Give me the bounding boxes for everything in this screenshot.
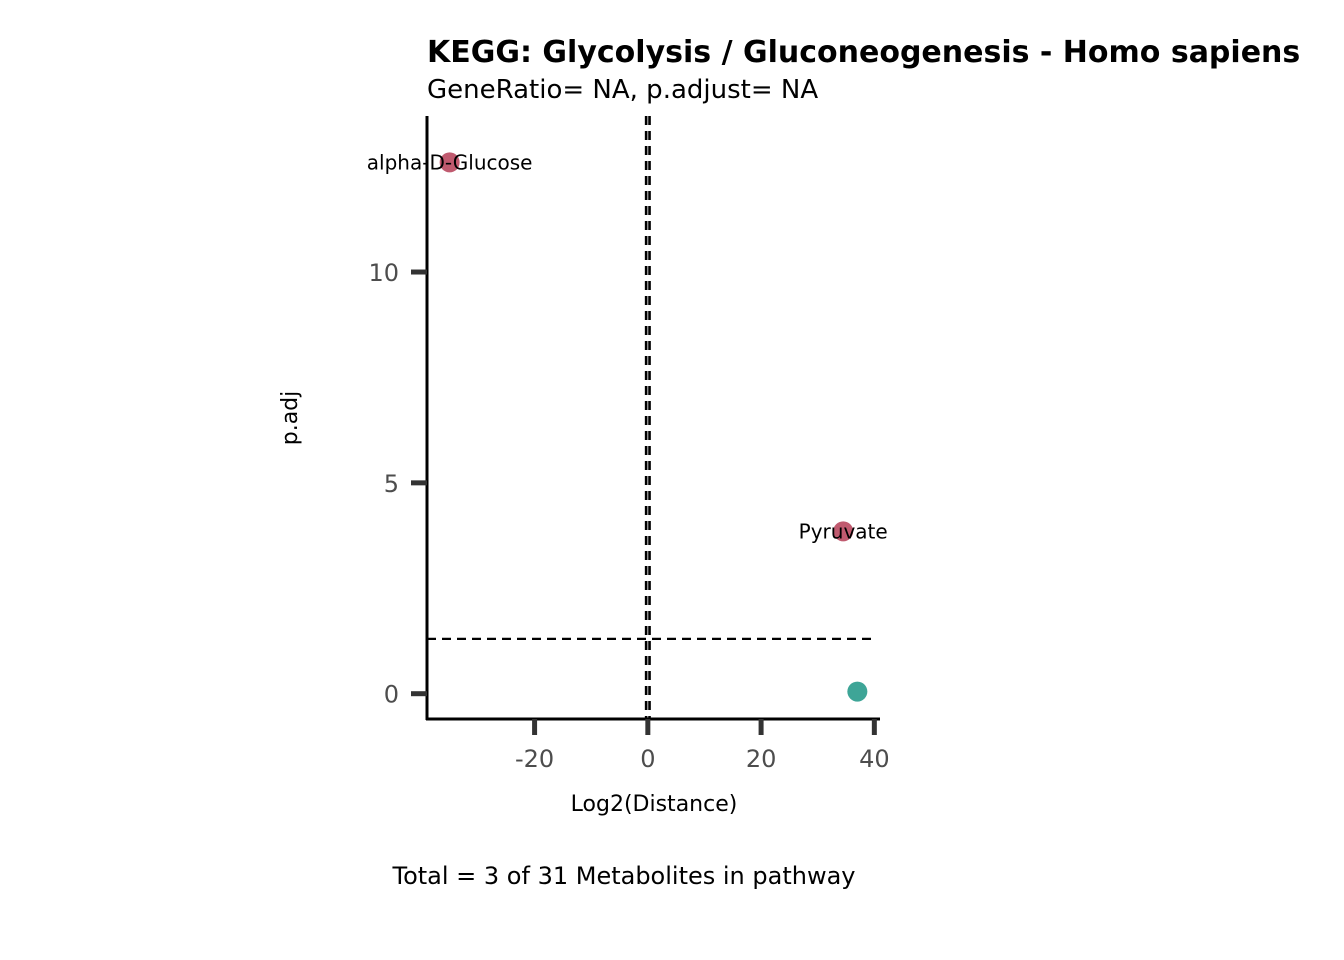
x-axis-title: Log2(Distance): [571, 792, 738, 817]
data-point-1: [833, 521, 854, 542]
y-tick-label-2: 10: [368, 259, 399, 287]
x-tick-label-0: -20: [515, 745, 554, 773]
chart-caption: Total = 3 of 31 Metabolites in pathway: [391, 862, 855, 890]
point-label-0: alpha-D-Glucose: [367, 150, 533, 174]
chart-title: KEGG: Glycolysis / Gluconeogenesis - Hom…: [427, 35, 1300, 70]
y-tick-label-1: 5: [384, 470, 399, 498]
data-point-2: [847, 681, 868, 702]
data-point-0: [439, 152, 460, 173]
chart-subtitle: GeneRatio= NA, p.adjust= NA: [427, 75, 818, 105]
point-label-1: Pyruvate: [799, 519, 888, 543]
y-axis-title: p.adj: [278, 391, 303, 446]
x-tick-label-3: 40: [859, 745, 890, 773]
x-tick-label-2: 20: [746, 745, 777, 773]
x-tick-label-1: 0: [640, 745, 655, 773]
plot-area: -20 0 20 40 0 5 10 alpha-D-Glucose Pyruvate: [367, 116, 890, 773]
y-tick-label-0: 0: [384, 681, 399, 709]
